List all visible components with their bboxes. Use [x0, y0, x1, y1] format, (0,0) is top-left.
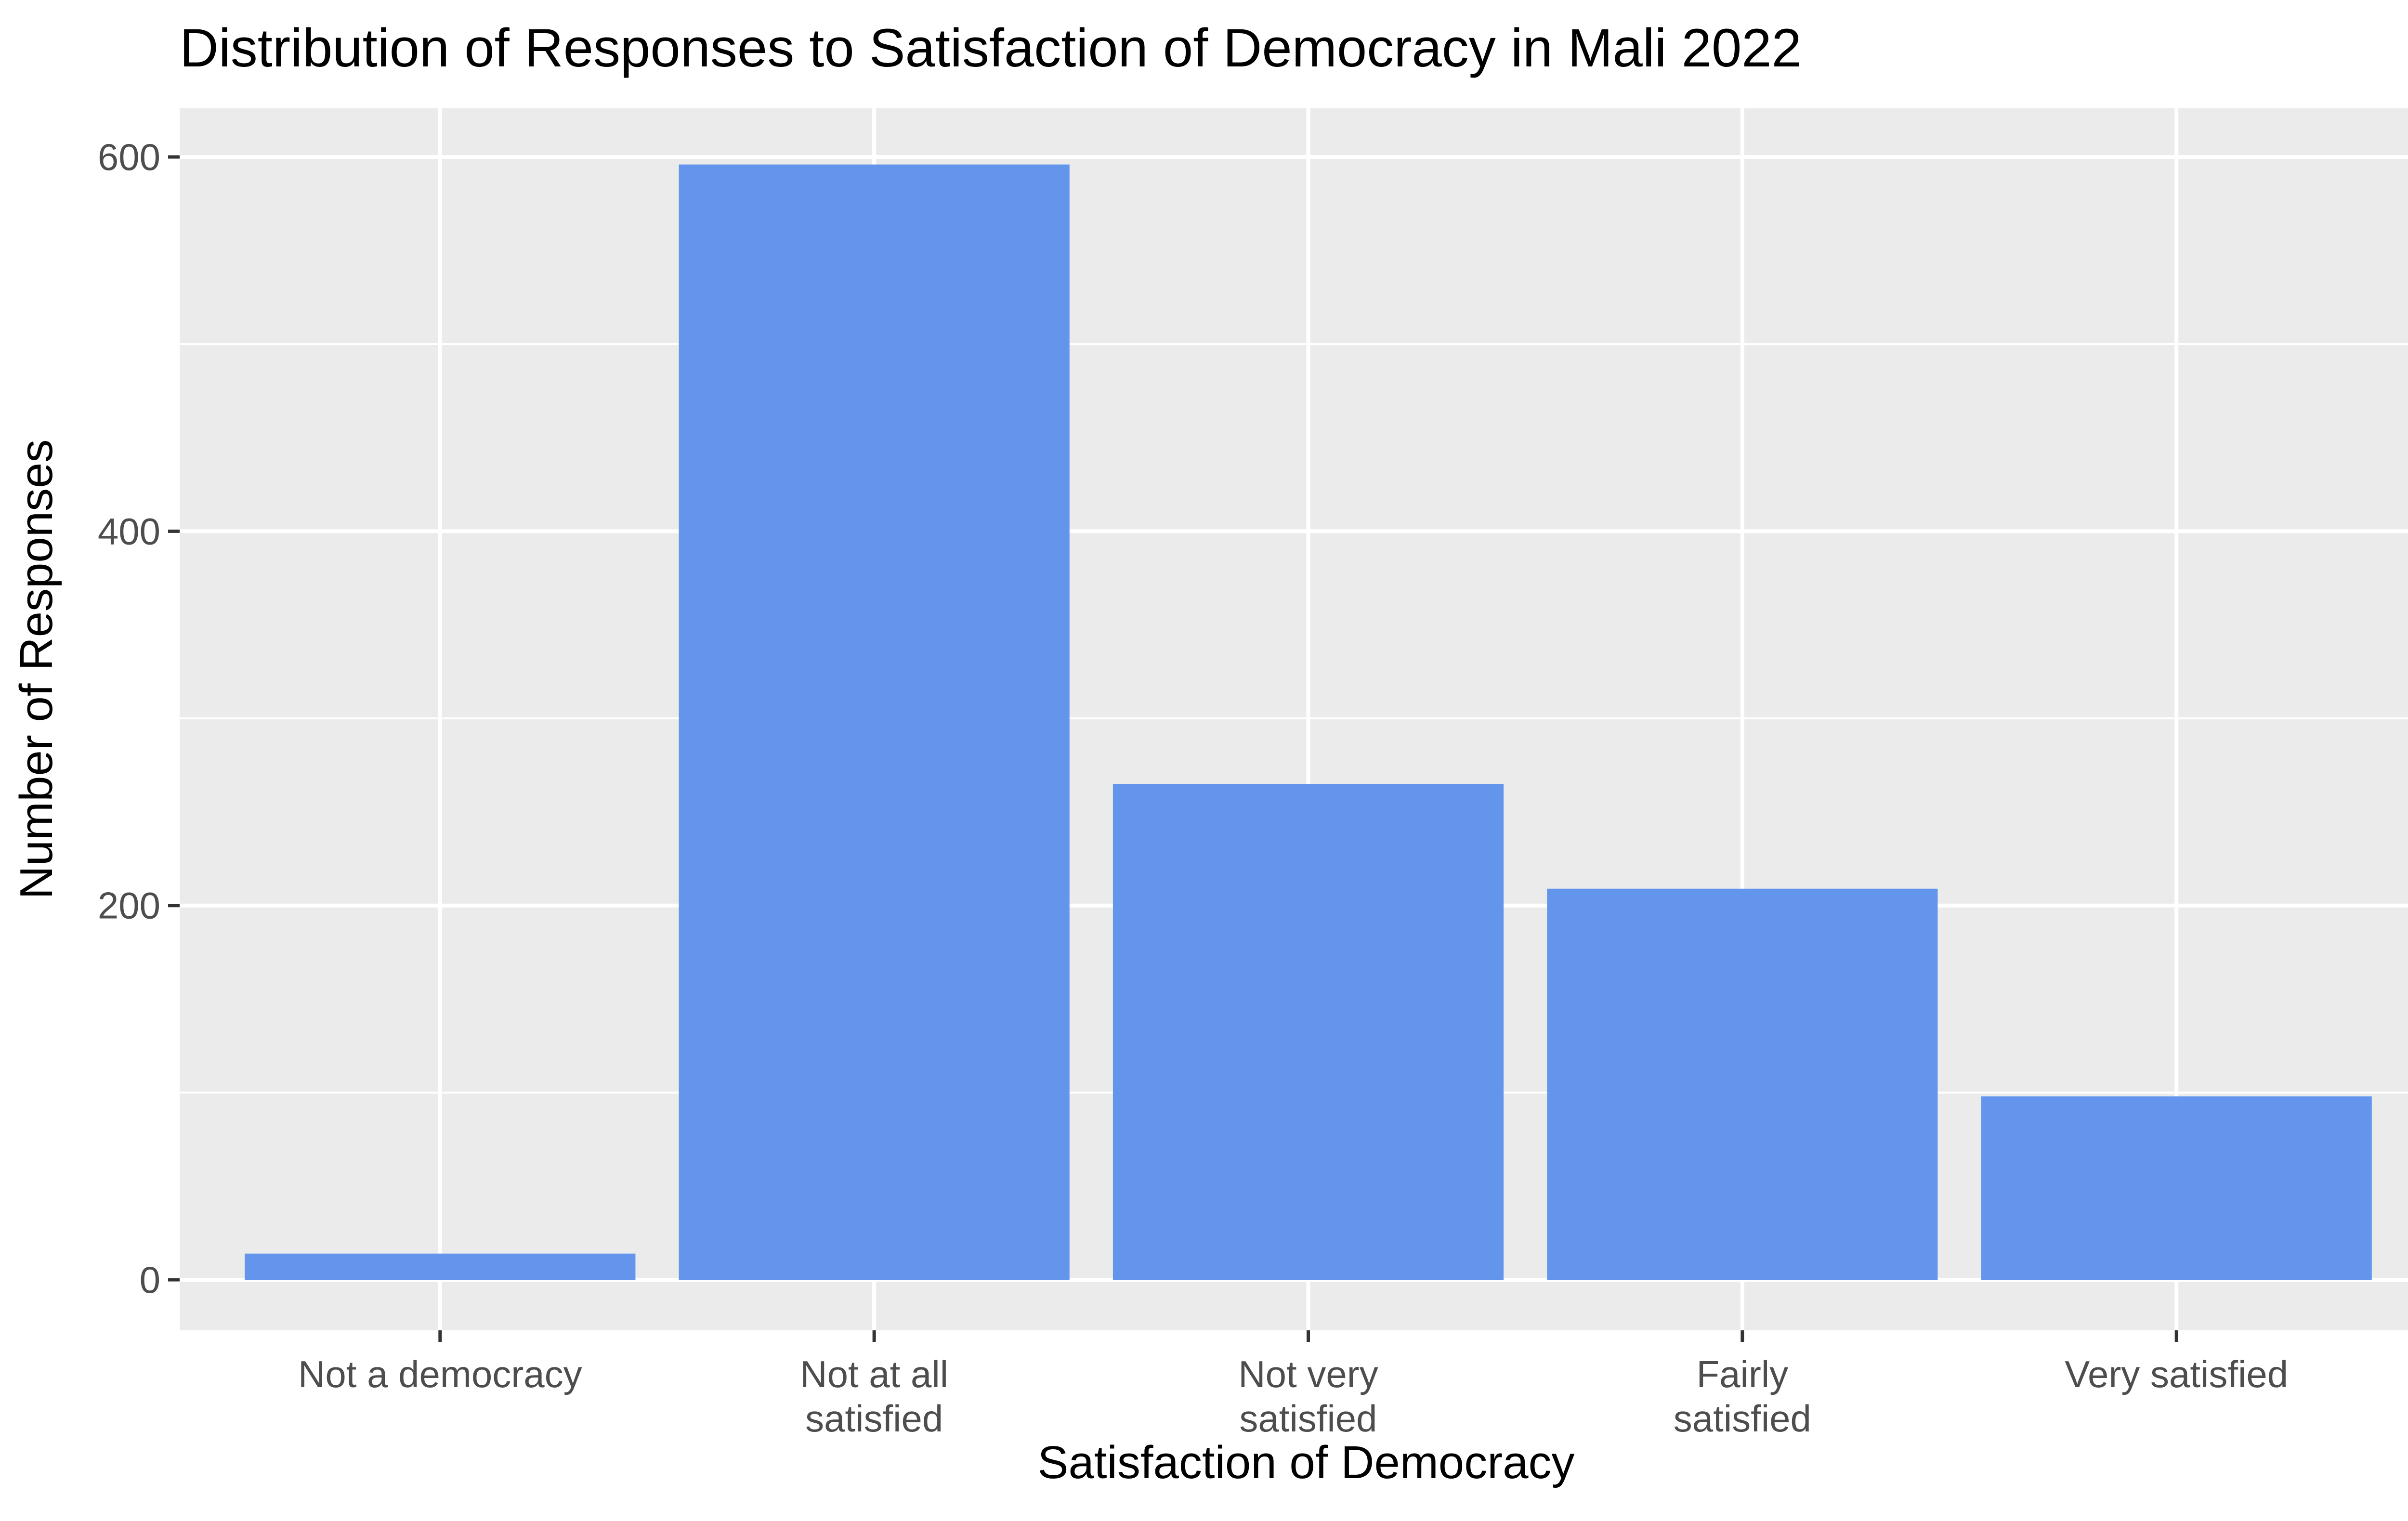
x-axis: Not a democracy Not at all satisfied Not ve…	[298, 1330, 2288, 1440]
x-tick-label: Not at all satisfied	[800, 1353, 948, 1440]
x-tick-label: Very satisfied	[2065, 1353, 2288, 1395]
x-tick-label: Not very satisfied	[1238, 1353, 1378, 1440]
y-tick-label: 200	[98, 884, 160, 927]
bar	[679, 164, 1070, 1280]
x-tick-label: Fairly satisfied	[1674, 1353, 1811, 1440]
x-axis-title: Satisfaction of Democracy	[1037, 1437, 1574, 1488]
y-tick-label: 400	[98, 510, 160, 552]
y-axis: 0 200 400 600	[98, 136, 180, 1301]
y-tick-label: 0	[140, 1259, 160, 1301]
bar	[245, 1253, 636, 1280]
bar	[1981, 1096, 2372, 1280]
chart-title: Distribution of Responses to Satisfactio…	[180, 18, 1802, 78]
y-tick-label: 600	[98, 136, 160, 178]
bar	[1547, 888, 1938, 1280]
gridlines	[180, 108, 2408, 1330]
bars	[245, 164, 2372, 1280]
bar	[1112, 784, 1504, 1280]
x-tick-label: Not a democracy	[298, 1353, 582, 1395]
y-axis-title: Number of Responses	[11, 439, 62, 899]
